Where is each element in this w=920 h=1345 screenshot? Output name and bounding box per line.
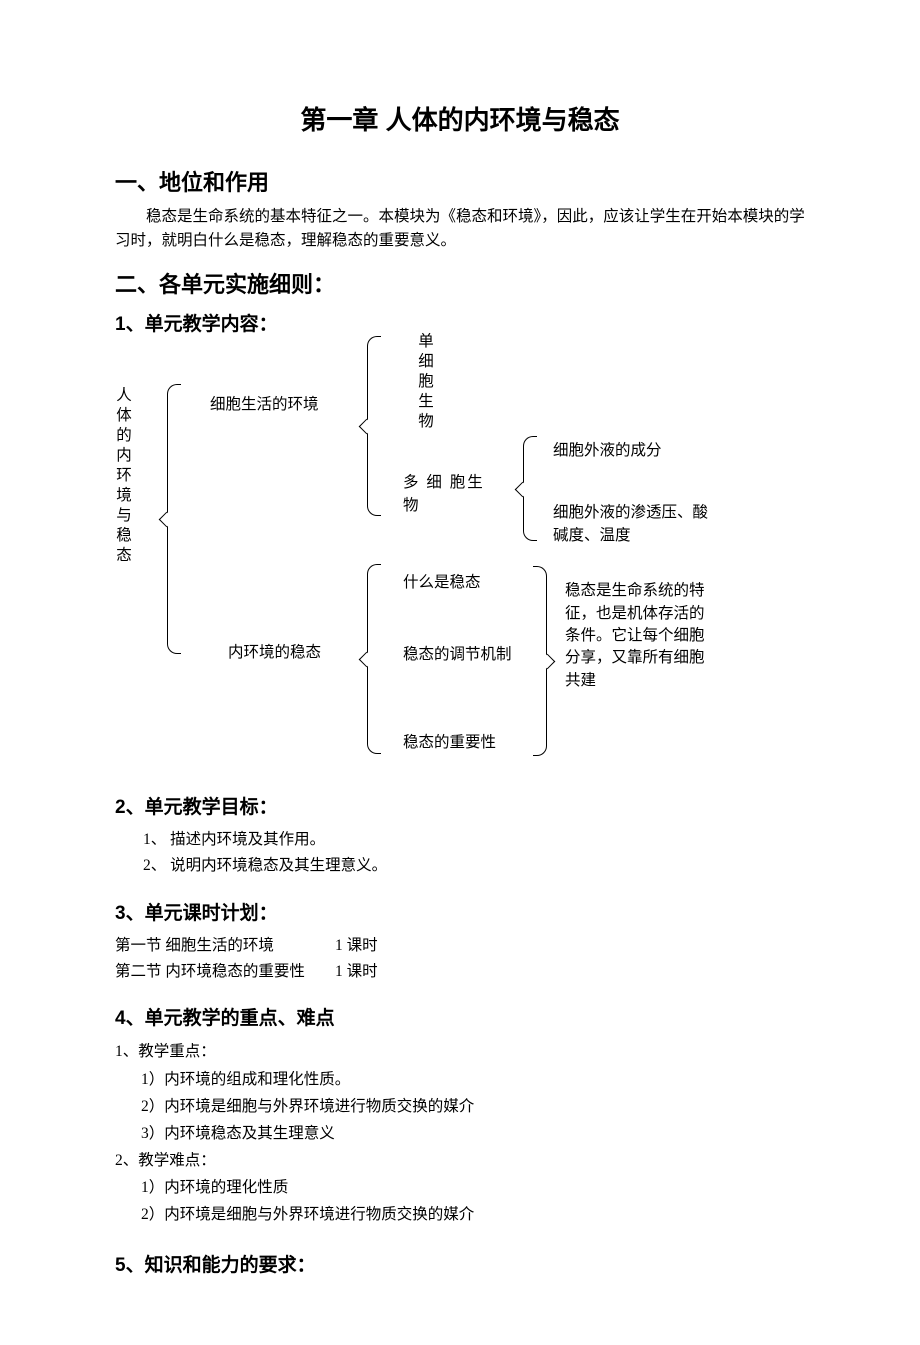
brace-icon: [367, 564, 381, 754]
subsection-heading-keys: 4、单元教学的重点、难点: [115, 1003, 805, 1030]
tree-root-label: 人体的内环境与稳态: [115, 386, 133, 566]
section-heading-units: 二、各单元实施细则：: [115, 267, 805, 299]
plan-hours: 1 课时: [335, 933, 378, 959]
subsection-heading-requirements: 5、知识和能力的要求：: [115, 1250, 805, 1277]
plan-row: 第二节 内环境稳态的重要性 1 课时: [115, 959, 805, 985]
subsection-heading-plan: 3、单元课时计划：: [115, 898, 805, 925]
section-paragraph: 稳态是生命系统的基本特征之一。本模块为《稳态和环境》，因此，应该让学生在开始本模…: [115, 205, 805, 253]
brace-icon: [533, 566, 547, 756]
difficult-point-item: 2）内环境是细胞与外界环境进行物质交换的媒介: [141, 1201, 805, 1228]
tree-branch-a-label: 细胞生活的环境: [210, 394, 319, 416]
tree-node-importance: 稳态的重要性: [403, 732, 496, 754]
subsection-heading-goals: 2、单元教学目标：: [115, 792, 805, 819]
tree-branch-b-label: 内环境的稳态: [228, 642, 321, 664]
chapter-title: 第一章 人体的内环境与稳态: [115, 100, 805, 137]
concept-tree-diagram: 人体的内环境与稳态 细胞生活的环境 单细胞生物 多 细 胞生物 细胞外液的成分 …: [115, 344, 805, 774]
section-heading-position: 一、地位和作用: [115, 165, 805, 197]
tree-node-single-cell: 单细胞生物: [417, 332, 435, 432]
key-points-label: 1、教学重点：: [115, 1038, 805, 1065]
plan-row: 第一节 细胞生活的环境 1 课时: [115, 933, 805, 959]
key-point-item: 1）内环境的组成和理化性质。: [141, 1066, 805, 1093]
tree-leaf-ecf-properties: 细胞外液的渗透压、酸碱度、温度: [553, 502, 713, 547]
brace-icon: [367, 336, 381, 516]
brace-icon: [167, 384, 181, 654]
goal-item: 1、 描述内环境及其作用。: [143, 827, 805, 853]
document-page: 第一章 人体的内环境与稳态 一、地位和作用 稳态是生命系统的基本特征之一。本模块…: [0, 0, 920, 1345]
key-point-item: 2）内环境是细胞与外界环境进行物质交换的媒介: [141, 1093, 805, 1120]
plan-hours: 1 课时: [335, 959, 378, 985]
difficult-point-item: 1）内环境的理化性质: [141, 1174, 805, 1201]
tree-node-multicell: 多 细 胞生物: [403, 472, 493, 517]
key-point-item: 3）内环境稳态及其生理意义: [141, 1120, 805, 1147]
tree-node-what-homeostasis: 什么是稳态: [403, 572, 481, 594]
tree-node-regulation: 稳态的调节机制: [403, 644, 512, 666]
plan-section-name: 第二节 内环境稳态的重要性: [115, 959, 335, 985]
tree-leaf-ecf-composition: 细胞外液的成分: [553, 440, 662, 462]
subsection-heading-content: 1、单元教学内容：: [115, 309, 805, 336]
goal-item: 2、 说明内环境稳态及其生理意义。: [143, 853, 805, 879]
tree-summary-text: 稳态是生命系统的特征，也是机体存活的条件。它让每个细胞分享，又靠所有细胞共建: [565, 580, 710, 692]
brace-icon: [523, 436, 537, 541]
plan-section-name: 第一节 细胞生活的环境: [115, 933, 335, 959]
difficult-points-label: 2、教学难点：: [115, 1147, 805, 1174]
